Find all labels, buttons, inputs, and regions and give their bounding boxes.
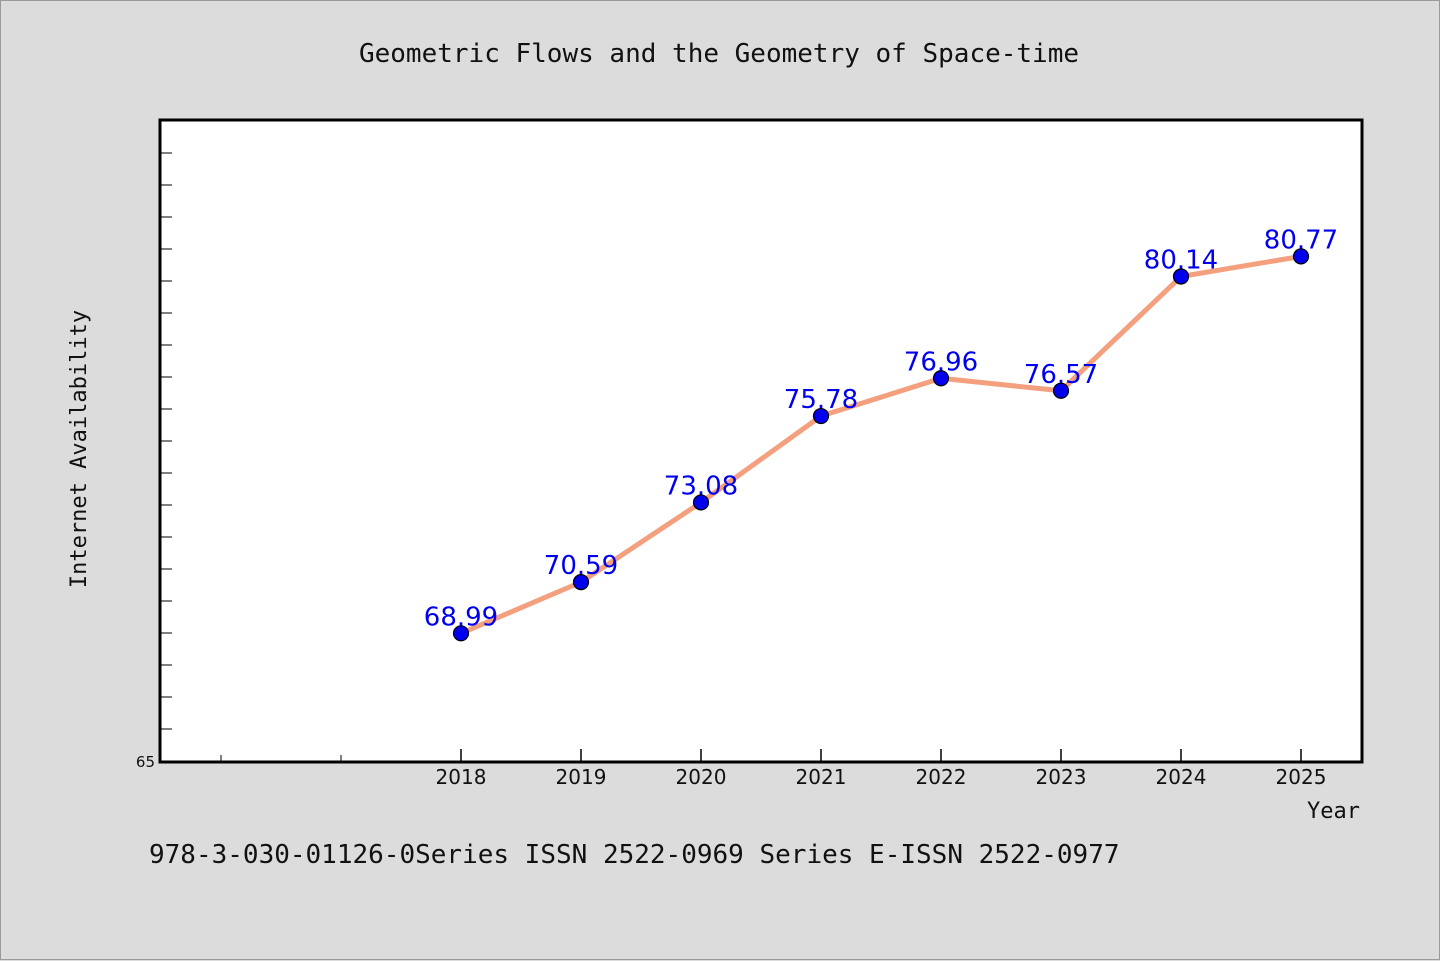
x-tick-label: 2019 <box>556 765 607 789</box>
data-point <box>1172 268 1190 285</box>
y-tick-label: 65 <box>136 753 155 771</box>
data-label: 76.57 <box>1024 360 1098 390</box>
series-markers <box>452 248 1310 642</box>
x-tick-label: 2024 <box>1156 765 1207 789</box>
data-point <box>572 574 590 591</box>
data-point <box>1052 382 1070 399</box>
y-tick-labels: 65 <box>136 753 155 771</box>
data-point <box>812 407 830 425</box>
data-label: 76.96 <box>904 347 978 377</box>
x-minor-ticks <box>220 755 342 761</box>
data-point <box>932 370 950 387</box>
x-axis-label: Year <box>1307 799 1360 824</box>
plot-area <box>158 118 1364 764</box>
x-tick-label: 2022 <box>916 765 967 789</box>
x-major-ticks <box>460 749 1302 761</box>
data-label: 75.78 <box>784 385 858 415</box>
x-tick-label: 2023 <box>1036 765 1087 789</box>
data-label: 73.08 <box>664 471 738 501</box>
x-tick-label: 2025 <box>1276 765 1327 789</box>
series-line <box>458 253 1304 636</box>
chart-title: Geometric Flows and the Geometry of Spac… <box>359 39 1079 69</box>
data-label: 80.14 <box>1144 246 1218 276</box>
x-tick-label: 2020 <box>676 765 727 789</box>
y-minor-ticks <box>161 120 172 762</box>
data-point <box>1292 248 1310 265</box>
data-point <box>692 494 710 511</box>
x-tick-label: 2021 <box>796 765 847 789</box>
data-label: 80.77 <box>1264 225 1338 255</box>
footer-isbn-issn-text: 978-3-030-01126-0Series ISSN 2522-0969 S… <box>149 840 1120 870</box>
data-point <box>452 625 470 642</box>
data-label: 68.99 <box>424 602 498 632</box>
x-tick-label: 2018 <box>436 765 487 789</box>
data-labels: 68.99 70.59 73.08 75.78 76.96 76.57 80.14 80.77 <box>424 225 1338 632</box>
y-axis-label: Internet Availability <box>67 310 92 588</box>
data-label: 70.59 <box>544 551 618 581</box>
x-tick-labels: 2018 2019 2020 2021 2022 2023 2024 2025 <box>436 765 1327 789</box>
